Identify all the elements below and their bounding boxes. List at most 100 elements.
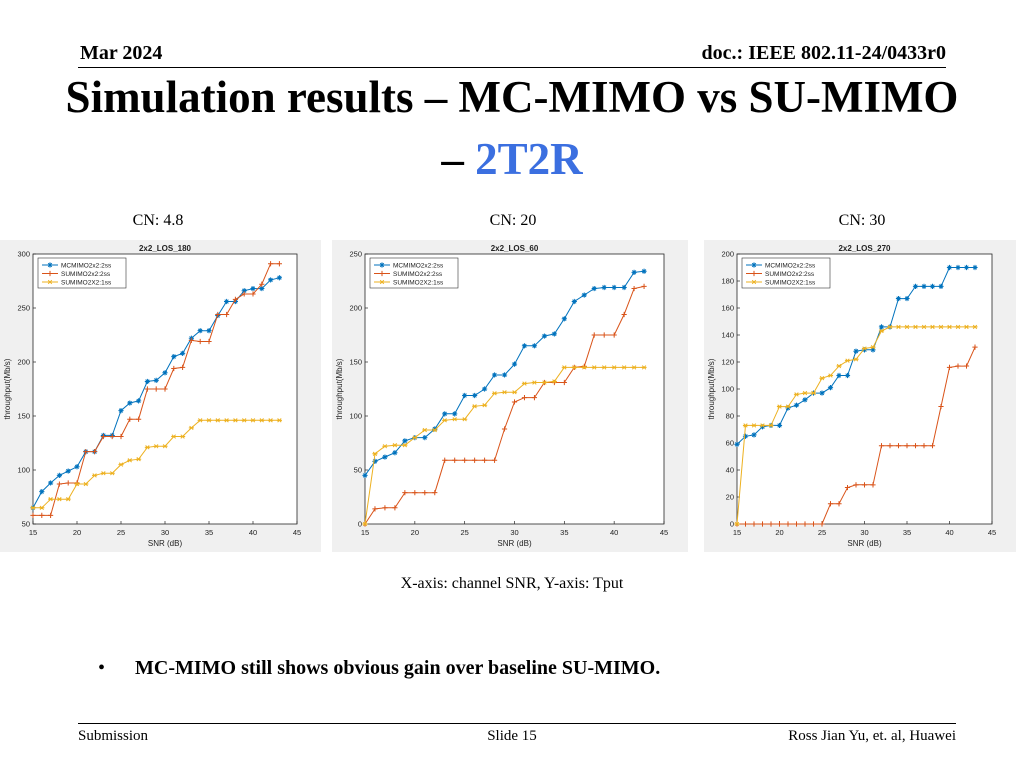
data-point [946, 364, 953, 370]
data-point [581, 365, 587, 370]
chart-title: 2x2_LOS_180 [139, 244, 192, 253]
x-tick-label: 40 [945, 528, 953, 537]
legend-marker [751, 279, 757, 285]
data-point [742, 423, 749, 428]
series-markers-2 [30, 261, 282, 518]
data-point [56, 481, 62, 487]
legend-marker [379, 262, 385, 268]
data-point [802, 390, 808, 396]
data-point [793, 521, 800, 527]
data-point [402, 490, 408, 496]
data-point [904, 443, 910, 449]
data-point [276, 275, 282, 281]
data-point [48, 496, 54, 502]
legend-entry-2: SUMIMO2x2:2ss [61, 271, 111, 278]
data-point [551, 379, 557, 384]
header-rule [78, 67, 946, 68]
data-point [224, 311, 230, 318]
y-axis-label: throughput(Mb/s) [707, 358, 716, 419]
data-point [276, 418, 282, 423]
data-point [511, 399, 518, 405]
data-point [432, 426, 438, 432]
data-point [827, 385, 834, 391]
x-tick-label: 20 [775, 528, 783, 537]
data-point [56, 496, 62, 502]
data-point [259, 285, 265, 292]
data-point [462, 417, 468, 422]
data-point [734, 521, 740, 527]
data-point [180, 350, 186, 356]
y-tick-label: 60 [726, 439, 734, 448]
data-point [442, 418, 448, 423]
data-point [827, 373, 834, 378]
x-tick-label: 45 [660, 528, 668, 537]
data-point [802, 397, 808, 403]
data-point [827, 501, 834, 507]
legend-entry-3: SUMIMO2X2:1ss [393, 280, 444, 287]
legend-entry-2: SUMIMO2x2:2ss [393, 271, 443, 278]
data-point [402, 442, 408, 448]
data-point [836, 501, 842, 507]
x-tick-label: 45 [988, 528, 996, 537]
data-point [929, 324, 936, 330]
data-point [631, 285, 637, 292]
series-markers-1 [362, 268, 647, 478]
data-point [751, 432, 757, 438]
data-point [30, 512, 36, 518]
data-point [422, 490, 428, 496]
data-point [561, 379, 567, 386]
cn-label-1: CN: 4.8 [132, 212, 184, 229]
data-point [362, 521, 368, 527]
data-point [581, 292, 587, 298]
data-point [972, 324, 978, 330]
data-point [491, 457, 498, 463]
data-point [83, 449, 89, 455]
data-point [759, 423, 766, 428]
data-point [836, 363, 842, 369]
data-point [921, 283, 927, 289]
data-point [412, 435, 418, 440]
data-point [895, 295, 902, 302]
x-tick-label: 45 [293, 528, 301, 537]
data-point [224, 418, 230, 423]
data-point [372, 451, 378, 456]
data-point [268, 277, 274, 283]
data-point [39, 512, 45, 518]
data-point [793, 402, 800, 408]
y-tick-label: 200 [721, 250, 734, 259]
data-point [853, 348, 859, 354]
data-point [65, 468, 71, 474]
data-point [171, 365, 177, 372]
data-point [232, 296, 238, 302]
data-point [92, 449, 98, 455]
chart-title: 2x2_LOS_60 [491, 244, 539, 253]
data-point [887, 324, 893, 330]
data-point [241, 288, 247, 294]
data-point [861, 347, 868, 353]
data-point [100, 471, 106, 476]
data-point [819, 521, 825, 527]
legend-marker [47, 262, 53, 268]
x-tick-label: 25 [818, 528, 826, 537]
data-point [946, 324, 953, 330]
bullet-text: MC-MIMO still shows obvious gain over ba… [135, 657, 661, 679]
data-point [442, 411, 448, 417]
legend-entry-2: SUMIMO2x2:2ss [765, 271, 815, 278]
y-axis-label: throughput(Mb/s) [335, 358, 344, 419]
data-point [776, 404, 783, 409]
data-point [521, 395, 528, 401]
chart-panel-3: 2x2_LOS_270 15 20 25 30 35 40 45 0 20 40 60 80 100 120… [704, 240, 1016, 552]
data-point [56, 472, 62, 478]
y-tick-label: 150 [349, 358, 362, 367]
x-axis-label: SNR (dB) [847, 539, 882, 548]
data-point [921, 443, 927, 449]
y-tick-label: 200 [17, 358, 30, 367]
data-point [963, 324, 970, 330]
data-point [810, 521, 817, 527]
data-point [501, 426, 508, 432]
data-point [65, 496, 71, 502]
data-point [268, 418, 274, 423]
x-tick-label: 15 [361, 528, 369, 537]
footer-right: Ross Jian Yu, et. al, Huawei [788, 728, 956, 744]
y-tick-label: 100 [349, 412, 362, 421]
